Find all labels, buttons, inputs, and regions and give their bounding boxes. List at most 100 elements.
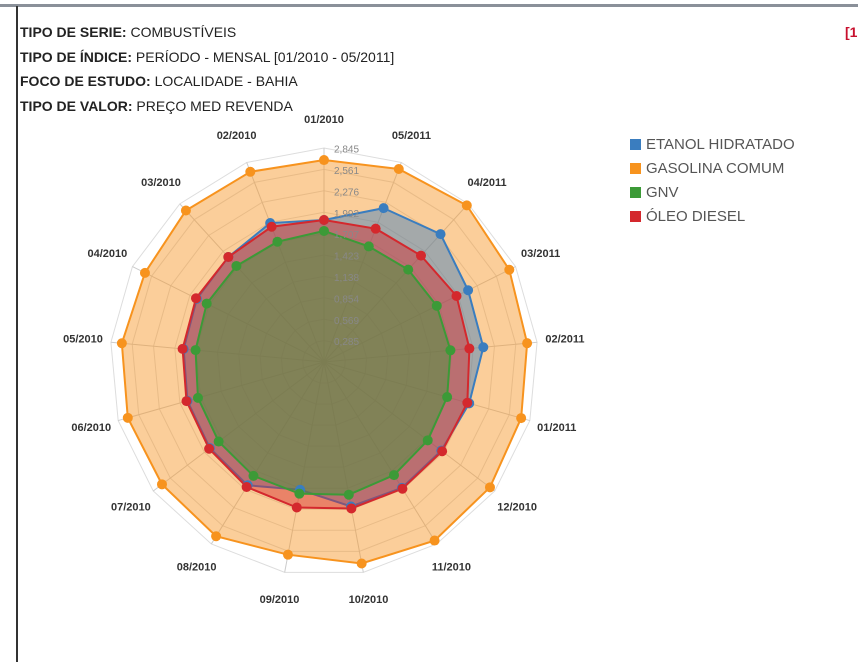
- category-label: 12/2010: [497, 502, 537, 514]
- spoke: [118, 361, 325, 422]
- spoke: [323, 361, 438, 545]
- grid-ring: [153, 190, 495, 531]
- spoke: [323, 341, 538, 363]
- point: [319, 155, 329, 166]
- point: [397, 483, 408, 494]
- point: [393, 163, 404, 174]
- point: [180, 205, 191, 216]
- grid-ring: [238, 275, 410, 447]
- spoke: [246, 162, 325, 363]
- point: [378, 203, 389, 214]
- spoke: [323, 266, 516, 363]
- point: [282, 549, 293, 560]
- point: [231, 260, 242, 271]
- point: [241, 481, 252, 492]
- category-label: 01/2010: [304, 114, 344, 126]
- point: [204, 443, 215, 454]
- category-label: 03/2010: [141, 177, 181, 189]
- grid-ring: [131, 168, 517, 552]
- corner-text: [1: [845, 24, 858, 40]
- point: [461, 200, 472, 211]
- category-label: 01/2011: [537, 422, 576, 434]
- spoke: [179, 203, 325, 363]
- point: [190, 345, 201, 356]
- category-label: 02/2011: [545, 334, 584, 346]
- top-border: [0, 4, 858, 7]
- category-label: 04/2010: [87, 248, 127, 260]
- point: [266, 221, 277, 232]
- point: [516, 413, 527, 424]
- point: [445, 345, 456, 356]
- header-label: TIPO DE ÍNDICE:: [20, 48, 133, 65]
- r-tick-label: 1,138: [334, 273, 359, 284]
- r-tick-label: 0,569: [334, 316, 359, 327]
- legend-label: GASOLINA COMUM: [646, 160, 784, 177]
- header-line: TIPO DE ÍNDICE: PERÍODO - MENSAL [01/201…: [20, 49, 394, 65]
- spoke: [284, 361, 325, 573]
- spoke: [323, 162, 402, 363]
- point: [462, 397, 473, 408]
- point: [429, 535, 440, 546]
- spoke: [132, 266, 325, 363]
- point: [116, 338, 127, 349]
- point: [201, 298, 212, 309]
- point: [319, 214, 329, 225]
- category-label: 10/2010: [349, 594, 389, 606]
- header-line: FOCO DE ESTUDO: LOCALIDADE - BAHIA: [20, 73, 298, 89]
- r-tick-label: 2,561: [334, 166, 359, 177]
- header-value: PERÍODO - MENSAL [01/2010 - 05/2011]: [135, 48, 395, 65]
- category-label: 04/2011: [467, 177, 506, 189]
- category-label: 06/2010: [71, 422, 111, 434]
- point: [181, 396, 192, 407]
- point: [431, 300, 442, 311]
- point: [356, 558, 367, 569]
- category-label: 05/2011: [392, 130, 431, 142]
- category-label: 02/2010: [217, 130, 257, 142]
- grid-ring: [259, 297, 389, 426]
- grid-ring: [110, 147, 538, 573]
- legend-swatch: [630, 187, 641, 198]
- point: [294, 488, 305, 499]
- spoke: [110, 341, 325, 363]
- header-line: TIPO DE VALOR: PREÇO MED REVENDA: [20, 98, 293, 114]
- header-label: TIPO DE VALOR:: [20, 97, 133, 114]
- grid-ring: [195, 233, 453, 489]
- header-value: COMBUSTÍVEIS: [130, 24, 237, 40]
- point: [343, 489, 354, 500]
- point: [415, 250, 426, 261]
- r-tick-label: 1,707: [334, 230, 359, 241]
- grid-ring: [280, 318, 368, 405]
- point: [403, 264, 414, 275]
- header-value: PREÇO MED REVENDA: [136, 97, 293, 114]
- point: [156, 479, 167, 490]
- legend-swatch: [630, 139, 641, 150]
- spoke: [210, 361, 325, 545]
- point: [272, 236, 283, 247]
- point: [192, 392, 203, 403]
- r-tick-label: 0,854: [334, 294, 359, 305]
- legend-label: ÓLEO DIESEL: [646, 208, 745, 225]
- category-label: 09/2010: [260, 594, 300, 606]
- point: [190, 293, 201, 304]
- point: [463, 285, 474, 296]
- r-tick-label: 1,992: [334, 209, 359, 220]
- point: [442, 392, 453, 403]
- header-label: TIPO DE SERIE:: [20, 24, 127, 40]
- point: [248, 470, 259, 481]
- legend-swatch: [630, 211, 641, 222]
- category-label: 07/2010: [111, 502, 151, 514]
- point: [211, 531, 222, 542]
- spoke: [323, 361, 530, 422]
- left-border: [16, 6, 18, 662]
- point: [435, 229, 446, 240]
- point: [245, 166, 256, 177]
- series-area: [194, 229, 452, 496]
- category-label: 03/2011: [521, 248, 560, 260]
- point: [346, 503, 357, 514]
- grid-ring: [216, 254, 432, 468]
- r-tick-label: 2,276: [334, 187, 359, 198]
- category-label: 08/2010: [177, 562, 217, 574]
- r-tick-label: 0,285: [334, 337, 359, 348]
- legend-label: GNV: [646, 184, 679, 201]
